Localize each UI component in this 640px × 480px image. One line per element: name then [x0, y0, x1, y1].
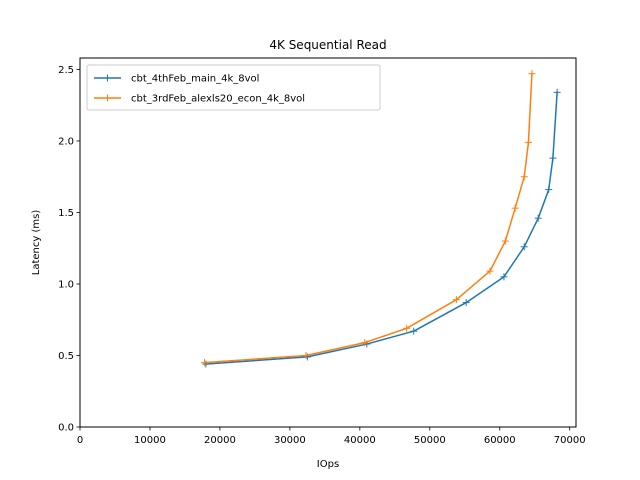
- series-2: [201, 70, 536, 367]
- y-tick-label: 2.5: [58, 65, 74, 76]
- data-point: [500, 273, 508, 281]
- x-tick-label: 20000: [204, 435, 236, 446]
- x-axis-label: IOps: [317, 459, 339, 470]
- data-point: [403, 324, 411, 332]
- data-point: [549, 154, 557, 162]
- data-point: [534, 214, 542, 222]
- data-point: [361, 339, 369, 347]
- y-axis-ticks: 0.0 0.5 1.0 1.5 2.0 2.5: [58, 65, 80, 434]
- legend-label: cbt_3rdFeb_alexls20_econ_4k_8vol: [131, 94, 305, 105]
- legend-entry: cbt_4thFeb_main_4k_8vol: [94, 74, 259, 85]
- data-point: [501, 237, 509, 245]
- x-tick-label: 40000: [344, 435, 376, 446]
- data-point: [545, 186, 553, 194]
- legend-entry: cbt_3rdFeb_alexls20_econ_4k_8vol: [94, 94, 305, 105]
- data-point: [511, 204, 519, 212]
- chart-title: 4K Sequential Read: [269, 38, 386, 52]
- data-point: [553, 88, 561, 96]
- x-axis-ticks: 0 10000 20000 30000 40000 50000 60000 70000: [77, 427, 586, 446]
- data-point: [520, 243, 528, 251]
- y-tick-label: 2.0: [58, 136, 74, 147]
- series-1: [202, 88, 561, 368]
- x-tick-label: 70000: [554, 435, 586, 446]
- x-tick-label: 0: [77, 435, 83, 446]
- legend-marker: [104, 94, 111, 102]
- x-tick-label: 10000: [134, 435, 166, 446]
- x-tick-label: 50000: [414, 435, 446, 446]
- y-axis-label: Latency (ms): [31, 210, 42, 276]
- x-tick-label: 30000: [274, 435, 306, 446]
- y-tick-label: 1.0: [58, 279, 74, 290]
- legend: cbt_4thFeb_main_4k_8vol cbt_3rdFeb_alexls…: [86, 64, 381, 111]
- legend-label: cbt_4thFeb_main_4k_8vol: [131, 74, 259, 85]
- x-tick-label: 60000: [484, 435, 516, 446]
- y-tick-label: 1.5: [58, 208, 74, 219]
- data-point: [410, 327, 418, 335]
- y-tick-label: 0.5: [58, 351, 74, 362]
- data-point: [486, 267, 494, 275]
- y-tick-label: 0.0: [58, 423, 74, 434]
- legend-marker: [104, 74, 111, 82]
- data-point: [524, 138, 532, 146]
- data-point: [528, 70, 536, 78]
- data-point: [520, 173, 528, 181]
- legend-entries: cbt_4thFeb_main_4k_8vol cbt_3rdFeb_alexls…: [94, 74, 305, 105]
- data-point: [201, 359, 209, 367]
- series-layer: [201, 70, 561, 368]
- data-point: [302, 351, 310, 359]
- data-point: [202, 360, 210, 368]
- legend-frame: [86, 64, 381, 111]
- plot-area: [80, 58, 576, 427]
- data-point: [462, 299, 470, 307]
- plot-frame: [79, 57, 577, 428]
- data-point: [452, 296, 460, 304]
